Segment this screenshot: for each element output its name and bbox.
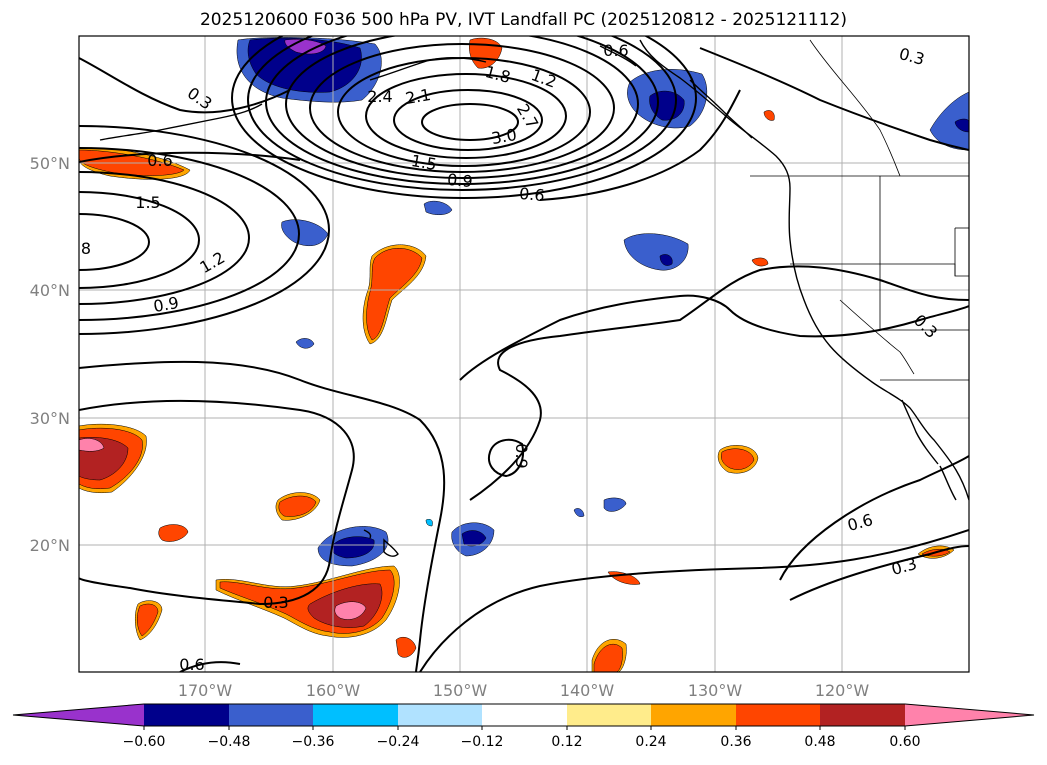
colorbar-segment (144, 704, 229, 726)
contour-label: 2.1 (404, 85, 432, 108)
colorbar-tick-label: 0.60 (889, 734, 920, 750)
colorbar-tick-label: −0.12 (461, 734, 504, 750)
colorbar-segment (13, 704, 144, 726)
map-area (79, 36, 969, 672)
contour-label: 0.9 (152, 293, 180, 316)
colorbar-tick-label: −0.36 (292, 734, 335, 750)
colorbar-segment (736, 704, 820, 726)
colorbar-segment (567, 704, 651, 726)
contour-label: 0.6 (147, 151, 172, 170)
colorbar-tick-label: −0.48 (208, 734, 251, 750)
contour-label: 8 (81, 239, 91, 258)
lat-label-40n: 40°N (30, 281, 70, 300)
contour-label: 2.4 (367, 87, 392, 106)
colorbar-segment (820, 704, 905, 726)
lon-label-160w: 160°W (306, 681, 361, 700)
contour-label: 1.5 (410, 151, 438, 174)
colorbar-segment (482, 704, 567, 726)
colorbar-tick-label: 0.48 (804, 734, 835, 750)
gridlines (79, 36, 969, 672)
contour-label: 3.0 (490, 125, 518, 148)
colorbar-tick-labels: −0.60 −0.48 −0.36 −0.24 −0.12 0.12 0.24 0.36 0.4… (123, 726, 921, 750)
contour-label: 0.6 (603, 41, 628, 60)
colorbar-tick-label: 0.24 (635, 734, 666, 750)
colorbar-segment (905, 704, 1034, 726)
lon-label-130w: 130°W (688, 681, 743, 700)
colorbar-segment (313, 704, 398, 726)
colorbar-tick-label: −0.60 (123, 734, 166, 750)
lon-label-150w: 150°W (433, 681, 488, 700)
contour-label: 0.9 (446, 170, 473, 191)
longitude-labels: 170°W 160°W 150°W 140°W 130°W 120°W (178, 681, 870, 700)
colorbar-segment (651, 704, 736, 726)
lat-label-50n: 50°N (30, 154, 70, 173)
map-frame (78, 35, 970, 673)
colorbar (12, 703, 1035, 727)
colorbar-tick-label: 0.36 (720, 734, 751, 750)
colorbar-segment (398, 704, 482, 726)
coastlines (99, 39, 969, 557)
map-title: 2025120600 F036 500 hPa PV, IVT Landfall… (199, 10, 847, 30)
colorbar-tick-label: −0.24 (377, 734, 420, 750)
colorbar-segment (229, 704, 313, 726)
lon-label-140w: 140°W (560, 681, 615, 700)
latitude-labels: 50°N 40°N 30°N 20°N (30, 154, 70, 555)
lat-label-30n: 30°N (30, 409, 70, 428)
lon-label-170w: 170°W (178, 681, 233, 700)
contour-label: 1.5 (135, 193, 160, 212)
contour-label: 0.6 (179, 655, 204, 674)
contour-label: 0.9 (512, 443, 531, 468)
pc-contours (79, 36, 969, 672)
contour-label: 0.3 (263, 593, 288, 612)
contour-labels: 0.30.61.58 1.20.92.4 2.11.8 1.23.02.71.50.9… (81, 41, 941, 674)
lat-label-20n: 20°N (30, 536, 70, 555)
colorbar-tick-label: 0.12 (551, 734, 582, 750)
lon-label-120w: 120°W (815, 681, 870, 700)
contour-label: 0.6 (518, 184, 545, 205)
